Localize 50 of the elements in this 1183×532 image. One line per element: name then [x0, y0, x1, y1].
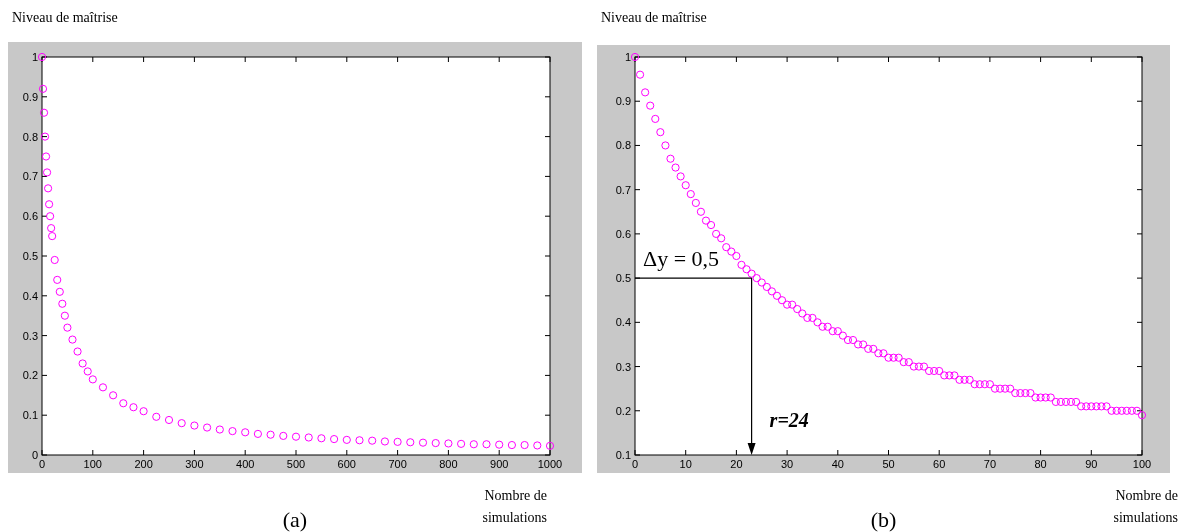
y-tick-label: 0.5: [615, 272, 631, 285]
y-tick-label: 0.1: [22, 409, 38, 422]
x-tick-label: 1000: [537, 458, 563, 470]
text: (b): [870, 507, 897, 532]
y-tick-label: 1: [624, 51, 631, 63]
x-tick-label: 90: [1085, 458, 1098, 470]
x-axis-title: Nombre de simulations: [1113, 488, 1178, 525]
y-tick-label: 1: [31, 51, 38, 63]
y-tick-label: 0.8: [22, 130, 38, 143]
text: (a): [282, 507, 308, 532]
x-tick-label: 30: [780, 458, 794, 470]
y-tick-label: 0.2: [615, 404, 631, 417]
y-axis-title: Niveau de maîtrise: [12, 10, 118, 25]
y-tick-label: 0: [31, 449, 38, 461]
x-tick-label: 40: [831, 458, 844, 470]
x-axis-title: Nombre de simulations: [482, 488, 547, 525]
x-tick-label: 10: [679, 458, 692, 470]
y-tick-label: 0.7: [615, 183, 631, 196]
x-tick-label: 700: [388, 458, 407, 470]
x-tick-label: 200: [134, 458, 153, 470]
x-tick-label: 60: [933, 458, 946, 470]
x-tick-label: 80: [1034, 458, 1047, 470]
x-tick-label: 400: [236, 458, 255, 470]
y-tick-label: 0.2: [22, 369, 38, 382]
x-tick-label: 300: [185, 458, 204, 470]
y-tick-label: 0.3: [615, 360, 631, 373]
y-tick-label: 0.7: [22, 170, 38, 183]
x-tick-label: 70: [983, 458, 997, 470]
x-tick-label: 100: [1132, 458, 1152, 470]
y-tick-label: 0.4: [615, 316, 631, 329]
x-tick-label: 50: [882, 458, 895, 470]
ref-line-label: Δy = 0,5: [643, 246, 720, 272]
y-tick-label: 0.9: [22, 90, 38, 103]
y-tick-label: 0.5: [22, 250, 38, 262]
x-tick-label: 600: [337, 458, 356, 470]
x-tick-label: 100: [83, 458, 102, 470]
y-tick-label: 0.1: [615, 449, 631, 461]
y-axis-title: Niveau de maîtrise: [601, 10, 707, 25]
annotation: r=24: [769, 409, 809, 431]
x-tick-label: 900: [490, 458, 509, 470]
y-tick-label: 0.8: [615, 139, 631, 152]
y-tick-label: 0.6: [22, 210, 38, 223]
y-tick-label: 0.9: [615, 95, 631, 108]
y-tick-label: 0.6: [615, 227, 631, 240]
y-tick-label: 0.3: [22, 329, 38, 342]
x-tick-label: 500: [286, 458, 306, 470]
x-tick-label: 20: [730, 458, 743, 470]
x-tick-label: 800: [439, 458, 458, 470]
x-tick-label: 0: [631, 458, 639, 470]
y-tick-label: 0.4: [22, 289, 38, 302]
